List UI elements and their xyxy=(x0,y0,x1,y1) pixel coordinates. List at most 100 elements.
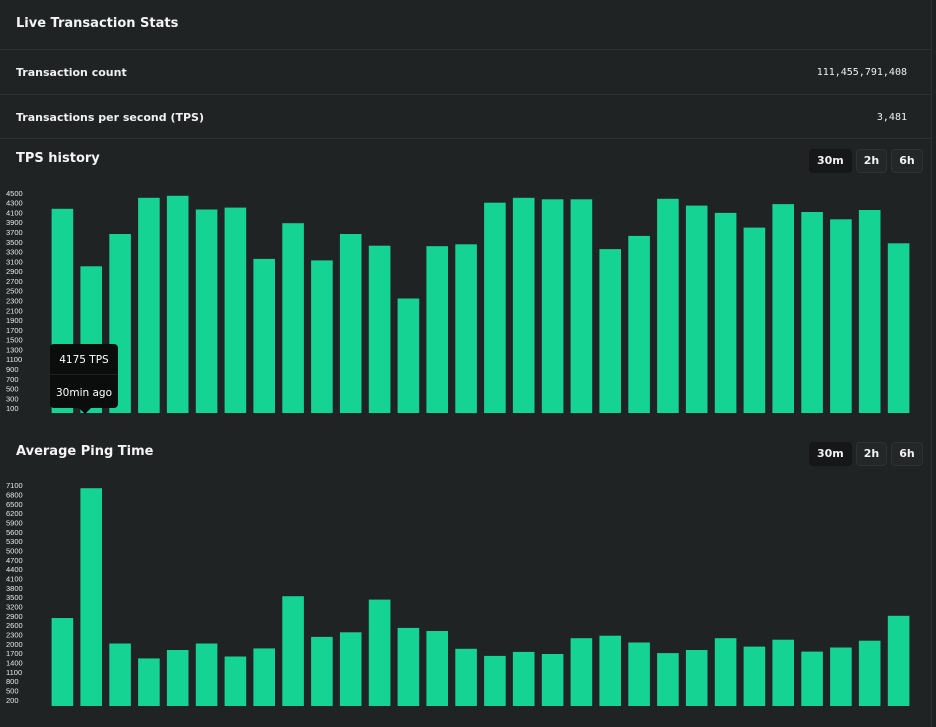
tooltip-time: 30min ago xyxy=(55,387,113,399)
y-tick-label: 1300 xyxy=(6,345,23,354)
bar[interactable] xyxy=(830,647,852,707)
y-tick-label: 3300 xyxy=(6,248,23,257)
bar[interactable] xyxy=(541,654,564,706)
tps-history-chart: 4500430041003900370035003300310029002700… xyxy=(6,189,910,414)
bar[interactable] xyxy=(166,650,189,706)
tps-history-title: TPS history xyxy=(16,151,100,166)
bar[interactable] xyxy=(858,210,881,413)
y-tick-label: 4100 xyxy=(6,574,23,583)
y-tick-label: 1400 xyxy=(6,658,23,667)
bar[interactable] xyxy=(51,618,74,706)
y-tick-label: 1100 xyxy=(6,355,22,364)
bar[interactable] xyxy=(397,298,420,414)
bar[interactable] xyxy=(426,631,448,706)
bar[interactable] xyxy=(195,209,218,414)
bar[interactable] xyxy=(628,235,650,413)
bar[interactable] xyxy=(339,234,362,413)
y-tick-label: 3700 xyxy=(6,228,23,237)
bar[interactable] xyxy=(512,651,535,706)
bar[interactable] xyxy=(714,638,737,706)
tooltip-value: 4175 TPS xyxy=(59,354,109,366)
ping-range-selector: 30m 2h 6h xyxy=(809,442,923,466)
y-tick-label: 2300 xyxy=(6,630,23,639)
bar[interactable] xyxy=(368,599,391,706)
bar[interactable] xyxy=(397,627,420,706)
y-tick-label: 500 xyxy=(6,385,19,394)
divider xyxy=(0,94,931,95)
bar[interactable] xyxy=(599,249,621,413)
bar[interactable] xyxy=(801,212,823,413)
bar[interactable] xyxy=(311,636,333,706)
bar[interactable] xyxy=(253,258,275,413)
divider xyxy=(0,49,931,50)
bar[interactable] xyxy=(166,195,189,413)
y-tick-label: 4100 xyxy=(6,208,23,217)
bar[interactable] xyxy=(657,198,679,413)
bar[interactable] xyxy=(484,655,506,706)
bar[interactable] xyxy=(311,260,333,413)
bar[interactable] xyxy=(282,596,304,706)
bar[interactable] xyxy=(512,197,535,413)
transaction-count-value: 111,455,791,408 xyxy=(816,67,907,78)
range-30m-button[interactable]: 30m xyxy=(809,442,852,466)
bar[interactable] xyxy=(628,642,650,707)
bar[interactable] xyxy=(830,219,852,413)
y-tick-label: 5300 xyxy=(6,537,23,546)
y-tick-label: 900 xyxy=(6,365,19,374)
y-tick-label: 4500 xyxy=(6,189,23,198)
y-tick-label: 2100 xyxy=(6,306,23,315)
bar[interactable] xyxy=(685,650,708,706)
bar[interactable] xyxy=(224,207,247,413)
y-tick-label: 3500 xyxy=(6,593,23,602)
y-tick-label: 300 xyxy=(6,394,19,403)
bar[interactable] xyxy=(599,635,621,706)
bar[interactable] xyxy=(858,640,881,706)
bar[interactable] xyxy=(339,632,362,706)
tps-label: Transactions per second (TPS) xyxy=(16,111,205,124)
y-tick-label: 5900 xyxy=(6,518,23,527)
bar[interactable] xyxy=(195,643,218,707)
ping-time-chart: 7100680065006200590056005300500047004400… xyxy=(6,481,910,707)
bar[interactable] xyxy=(426,246,448,413)
bar[interactable] xyxy=(80,488,102,706)
bar[interactable] xyxy=(685,205,708,413)
bar[interactable] xyxy=(138,658,160,706)
bar[interactable] xyxy=(743,646,766,706)
bar[interactable] xyxy=(541,199,564,414)
tps-value: 3,481 xyxy=(876,112,907,123)
bar[interactable] xyxy=(570,638,593,706)
range-2h-button[interactable]: 2h xyxy=(855,442,888,466)
y-tick-label: 1100 xyxy=(6,668,22,677)
bar[interactable] xyxy=(484,202,506,413)
bar[interactable] xyxy=(224,656,247,707)
y-tick-label: 6800 xyxy=(6,490,23,499)
bar[interactable] xyxy=(109,643,131,707)
y-tick-label: 1900 xyxy=(6,316,23,325)
bar[interactable] xyxy=(887,243,910,413)
y-tick-label: 3500 xyxy=(6,238,23,247)
bar[interactable] xyxy=(253,648,275,706)
y-tick-label: 6200 xyxy=(6,509,23,518)
bar[interactable] xyxy=(138,197,160,413)
ping-time-title: Average Ping Time xyxy=(16,444,154,459)
bar[interactable] xyxy=(772,204,794,413)
y-tick-label: 2700 xyxy=(6,277,23,286)
bar[interactable] xyxy=(368,245,391,413)
bar[interactable] xyxy=(801,651,823,706)
bar[interactable] xyxy=(772,639,794,706)
bar[interactable] xyxy=(570,199,593,414)
bar[interactable] xyxy=(455,648,477,706)
range-2h-button[interactable]: 2h xyxy=(855,149,888,173)
bar[interactable] xyxy=(743,227,766,413)
y-tick-label: 2500 xyxy=(6,287,23,296)
bar[interactable] xyxy=(714,212,737,413)
range-30m-button[interactable]: 30m xyxy=(809,149,852,173)
bar[interactable] xyxy=(657,653,679,706)
bar[interactable] xyxy=(455,244,477,414)
y-tick-label: 2300 xyxy=(6,297,23,306)
range-6h-button[interactable]: 6h xyxy=(891,442,923,466)
range-6h-button[interactable]: 6h xyxy=(891,149,923,173)
bar[interactable] xyxy=(887,615,910,706)
panel-title: Live Transaction Stats xyxy=(16,16,179,31)
bar[interactable] xyxy=(282,223,304,413)
